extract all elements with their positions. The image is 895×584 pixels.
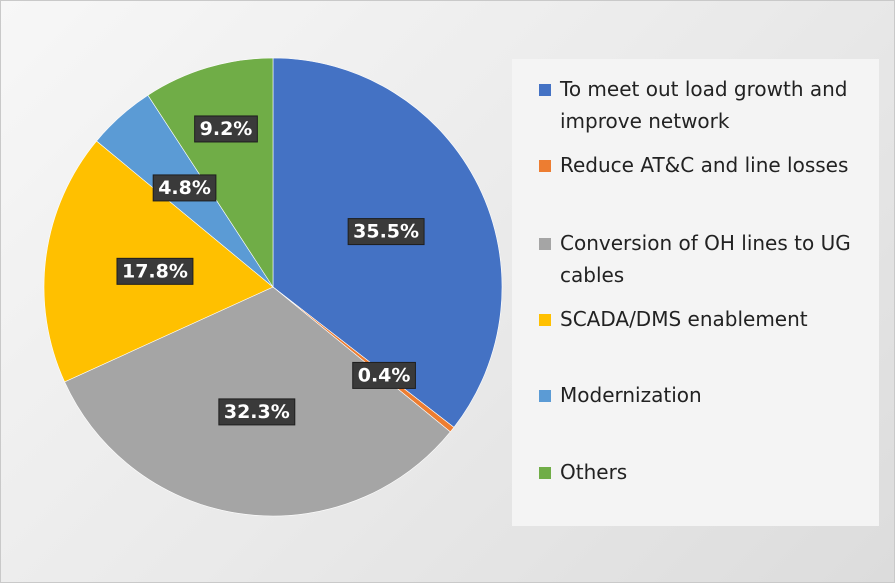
legend-swatch <box>539 467 551 479</box>
legend-swatch <box>539 314 551 326</box>
legend-swatch <box>539 160 551 172</box>
data-label: 35.5% <box>347 218 425 246</box>
data-label-box <box>116 257 194 285</box>
legend: To meet out load growth and improve netw… <box>512 59 879 526</box>
data-label-box <box>352 361 416 389</box>
legend-entry-modernization: Modernization <box>539 379 874 411</box>
data-label-box <box>152 174 217 202</box>
data-label: 4.8% <box>152 174 217 202</box>
legend-entry-oh-to-ug: Conversion of OH lines to UG cables <box>539 227 874 291</box>
slice-others <box>147 57 274 289</box>
data-label-text: 17.8% <box>122 260 188 282</box>
legend-label: SCADA/DMS enablement <box>560 307 808 331</box>
legend-label: Others <box>560 460 628 484</box>
data-label-text: 32.3% <box>224 401 290 423</box>
legend-entry-scada-dms: SCADA/DMS enablement <box>539 303 874 335</box>
legend-swatch <box>539 238 551 250</box>
data-label-box <box>218 398 296 426</box>
legend-label: Reduce AT&C and line losses <box>560 153 849 177</box>
data-label-text: 0.4% <box>358 364 411 386</box>
data-label-text: 4.8% <box>158 177 211 199</box>
legend-label: Conversion of OH lines to UG cables <box>560 231 851 287</box>
data-label-box <box>194 115 258 143</box>
data-label-text: 9.2% <box>200 118 253 140</box>
legend-swatch <box>539 84 551 96</box>
data-label: 32.3% <box>218 398 296 426</box>
data-label: 17.8% <box>116 257 194 285</box>
legend-entry-others: Others <box>539 456 874 488</box>
legend-entry-atc-losses: Reduce AT&C and line losses <box>539 149 874 181</box>
legend-entry-load-growth: To meet out load growth and improve netw… <box>539 73 874 137</box>
data-label: 0.4% <box>352 361 416 389</box>
legend-swatch <box>539 390 551 402</box>
data-label: 9.2% <box>194 115 258 143</box>
legend-label: To meet out load growth and improve netw… <box>560 77 848 133</box>
data-label-box <box>347 218 425 246</box>
data-label-text: 35.5% <box>353 221 419 243</box>
legend-label: Modernization <box>560 383 702 407</box>
